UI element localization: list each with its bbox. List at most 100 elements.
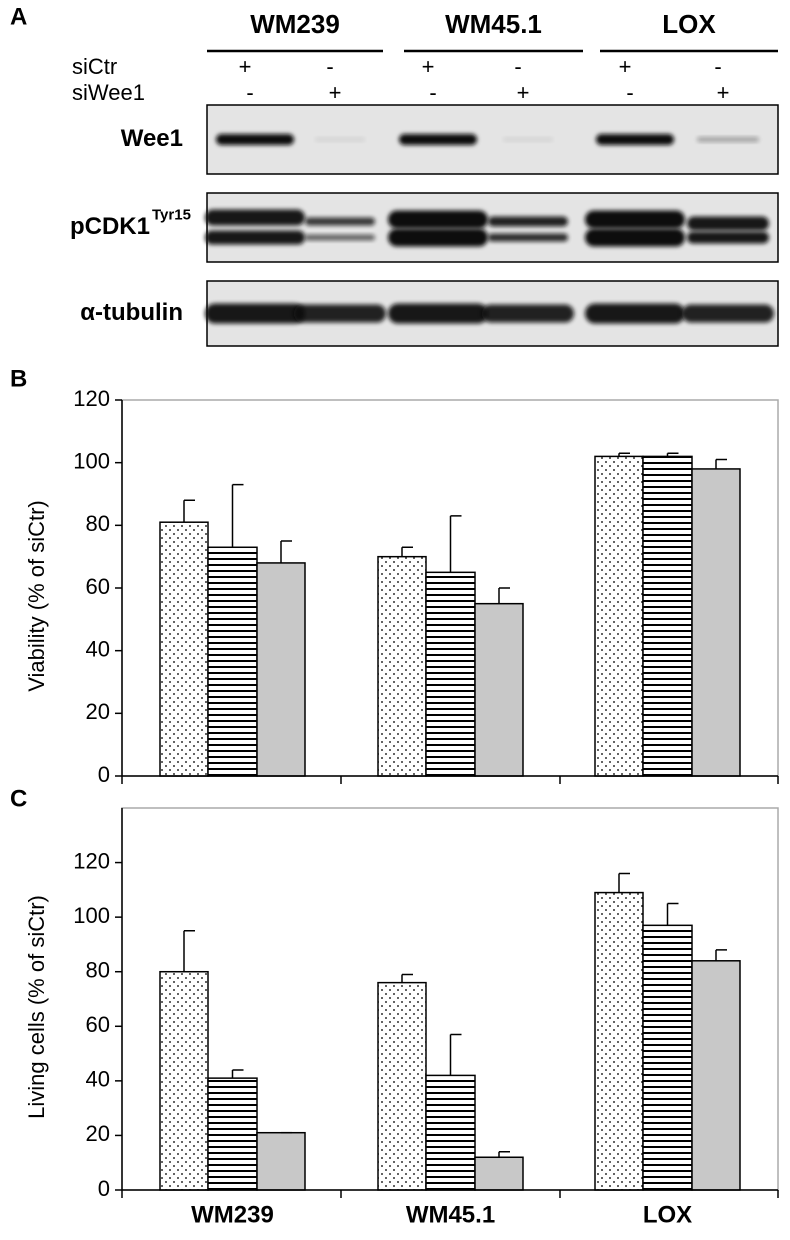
bar (474, 1156, 524, 1191)
y-axis-label: Viability (% of siCtr) (24, 500, 49, 692)
treatment-sign: - (714, 54, 721, 79)
blot-band (216, 134, 294, 145)
blot-band (388, 210, 488, 229)
blot-membrane (206, 192, 779, 263)
blot-label: pCDK1 (70, 213, 150, 240)
error-bar (618, 872, 630, 893)
blot-band (205, 303, 305, 324)
bar (207, 1077, 258, 1191)
error-bar (231, 1069, 244, 1079)
bar (594, 891, 644, 1191)
treatment-sign: + (329, 80, 342, 105)
bar (159, 970, 209, 1191)
treatment-sign: - (429, 80, 436, 105)
y-tick-label: 60 (86, 1012, 110, 1037)
bar (691, 468, 741, 777)
treatment-sign: + (717, 80, 730, 105)
bar (425, 571, 476, 777)
treatment-sign: - (626, 80, 633, 105)
blot-band (315, 137, 365, 142)
treatment-sign: + (239, 54, 252, 79)
error-bar (498, 1151, 510, 1158)
bar (256, 562, 306, 777)
group-header: WM239 (250, 9, 340, 39)
y-tick-label: 120 (73, 848, 110, 873)
bar (256, 1131, 306, 1191)
bar (691, 960, 741, 1191)
bar (377, 981, 427, 1191)
y-tick-label: 60 (86, 574, 110, 599)
y-tick-label: 40 (86, 1067, 110, 1092)
blot-membrane (206, 104, 779, 175)
blot-band (399, 134, 477, 145)
blot-band (585, 303, 685, 324)
error-bar (401, 973, 413, 983)
treatment-sign: - (514, 54, 521, 79)
bar (425, 1074, 476, 1191)
bar (207, 546, 258, 777)
y-tick-label: 100 (73, 903, 110, 928)
blot-band (305, 234, 375, 241)
y-tick-label: 20 (86, 1121, 110, 1146)
x-tick-label: WM45.1 (406, 1201, 495, 1228)
x-tick-label: LOX (643, 1201, 692, 1228)
treatment-label: siCtr (72, 54, 117, 79)
blot-band (697, 137, 759, 142)
blot-band (388, 228, 488, 247)
panel-label: A (10, 3, 27, 30)
y-tick-label: 0 (98, 1176, 110, 1201)
blot-label: Wee1 (121, 125, 183, 152)
blot-band (294, 304, 386, 323)
y-tick-label: 80 (86, 958, 110, 983)
y-tick-label: 20 (86, 699, 110, 724)
y-axis-label: Living cells (% of siCtr) (24, 895, 49, 1119)
error-bar (618, 452, 630, 457)
y-tick-label: 100 (73, 448, 110, 473)
blot-band (585, 228, 685, 247)
blot-band (503, 137, 553, 142)
error-bar (280, 540, 292, 563)
x-tick-label: WM239 (191, 1201, 274, 1228)
bar (642, 924, 693, 1191)
error-bar (715, 949, 727, 961)
error-bar (666, 452, 679, 457)
treatment-label: siWee1 (72, 80, 145, 105)
blot-band (488, 233, 568, 242)
treatment-sign: - (246, 80, 253, 105)
error-bar (715, 458, 727, 469)
blot-band (585, 210, 685, 229)
blot-band (682, 304, 774, 323)
blot-band (482, 304, 574, 323)
blot-band (687, 216, 769, 231)
error-bar (449, 515, 462, 573)
panel-label: C (10, 785, 27, 812)
y-tick-label: 0 (98, 762, 110, 787)
blot-band (205, 230, 305, 245)
blot-label: α-tubulin (80, 299, 183, 326)
error-bar (666, 902, 679, 926)
blot-band (305, 217, 375, 226)
y-tick-label: 80 (86, 511, 110, 536)
error-bar (449, 1033, 462, 1076)
blot-label-superscript: Tyr15 (152, 206, 191, 223)
treatment-sign: + (422, 54, 435, 79)
bar (474, 602, 524, 777)
blot-band (488, 216, 568, 227)
bar (642, 455, 693, 777)
group-header: WM45.1 (445, 9, 542, 39)
error-bar (183, 499, 195, 523)
blot-band (388, 303, 488, 324)
error-bar (231, 483, 244, 548)
blot-band (205, 209, 305, 226)
error-bar (183, 930, 195, 972)
blot-band (596, 134, 674, 145)
error-bar (498, 587, 510, 604)
treatment-sign: - (326, 54, 333, 79)
y-tick-label: 40 (86, 636, 110, 661)
treatment-sign: + (619, 54, 632, 79)
blot-band (687, 231, 769, 244)
error-bar (401, 546, 413, 557)
panel-label: B (10, 365, 27, 392)
bar (377, 555, 427, 777)
